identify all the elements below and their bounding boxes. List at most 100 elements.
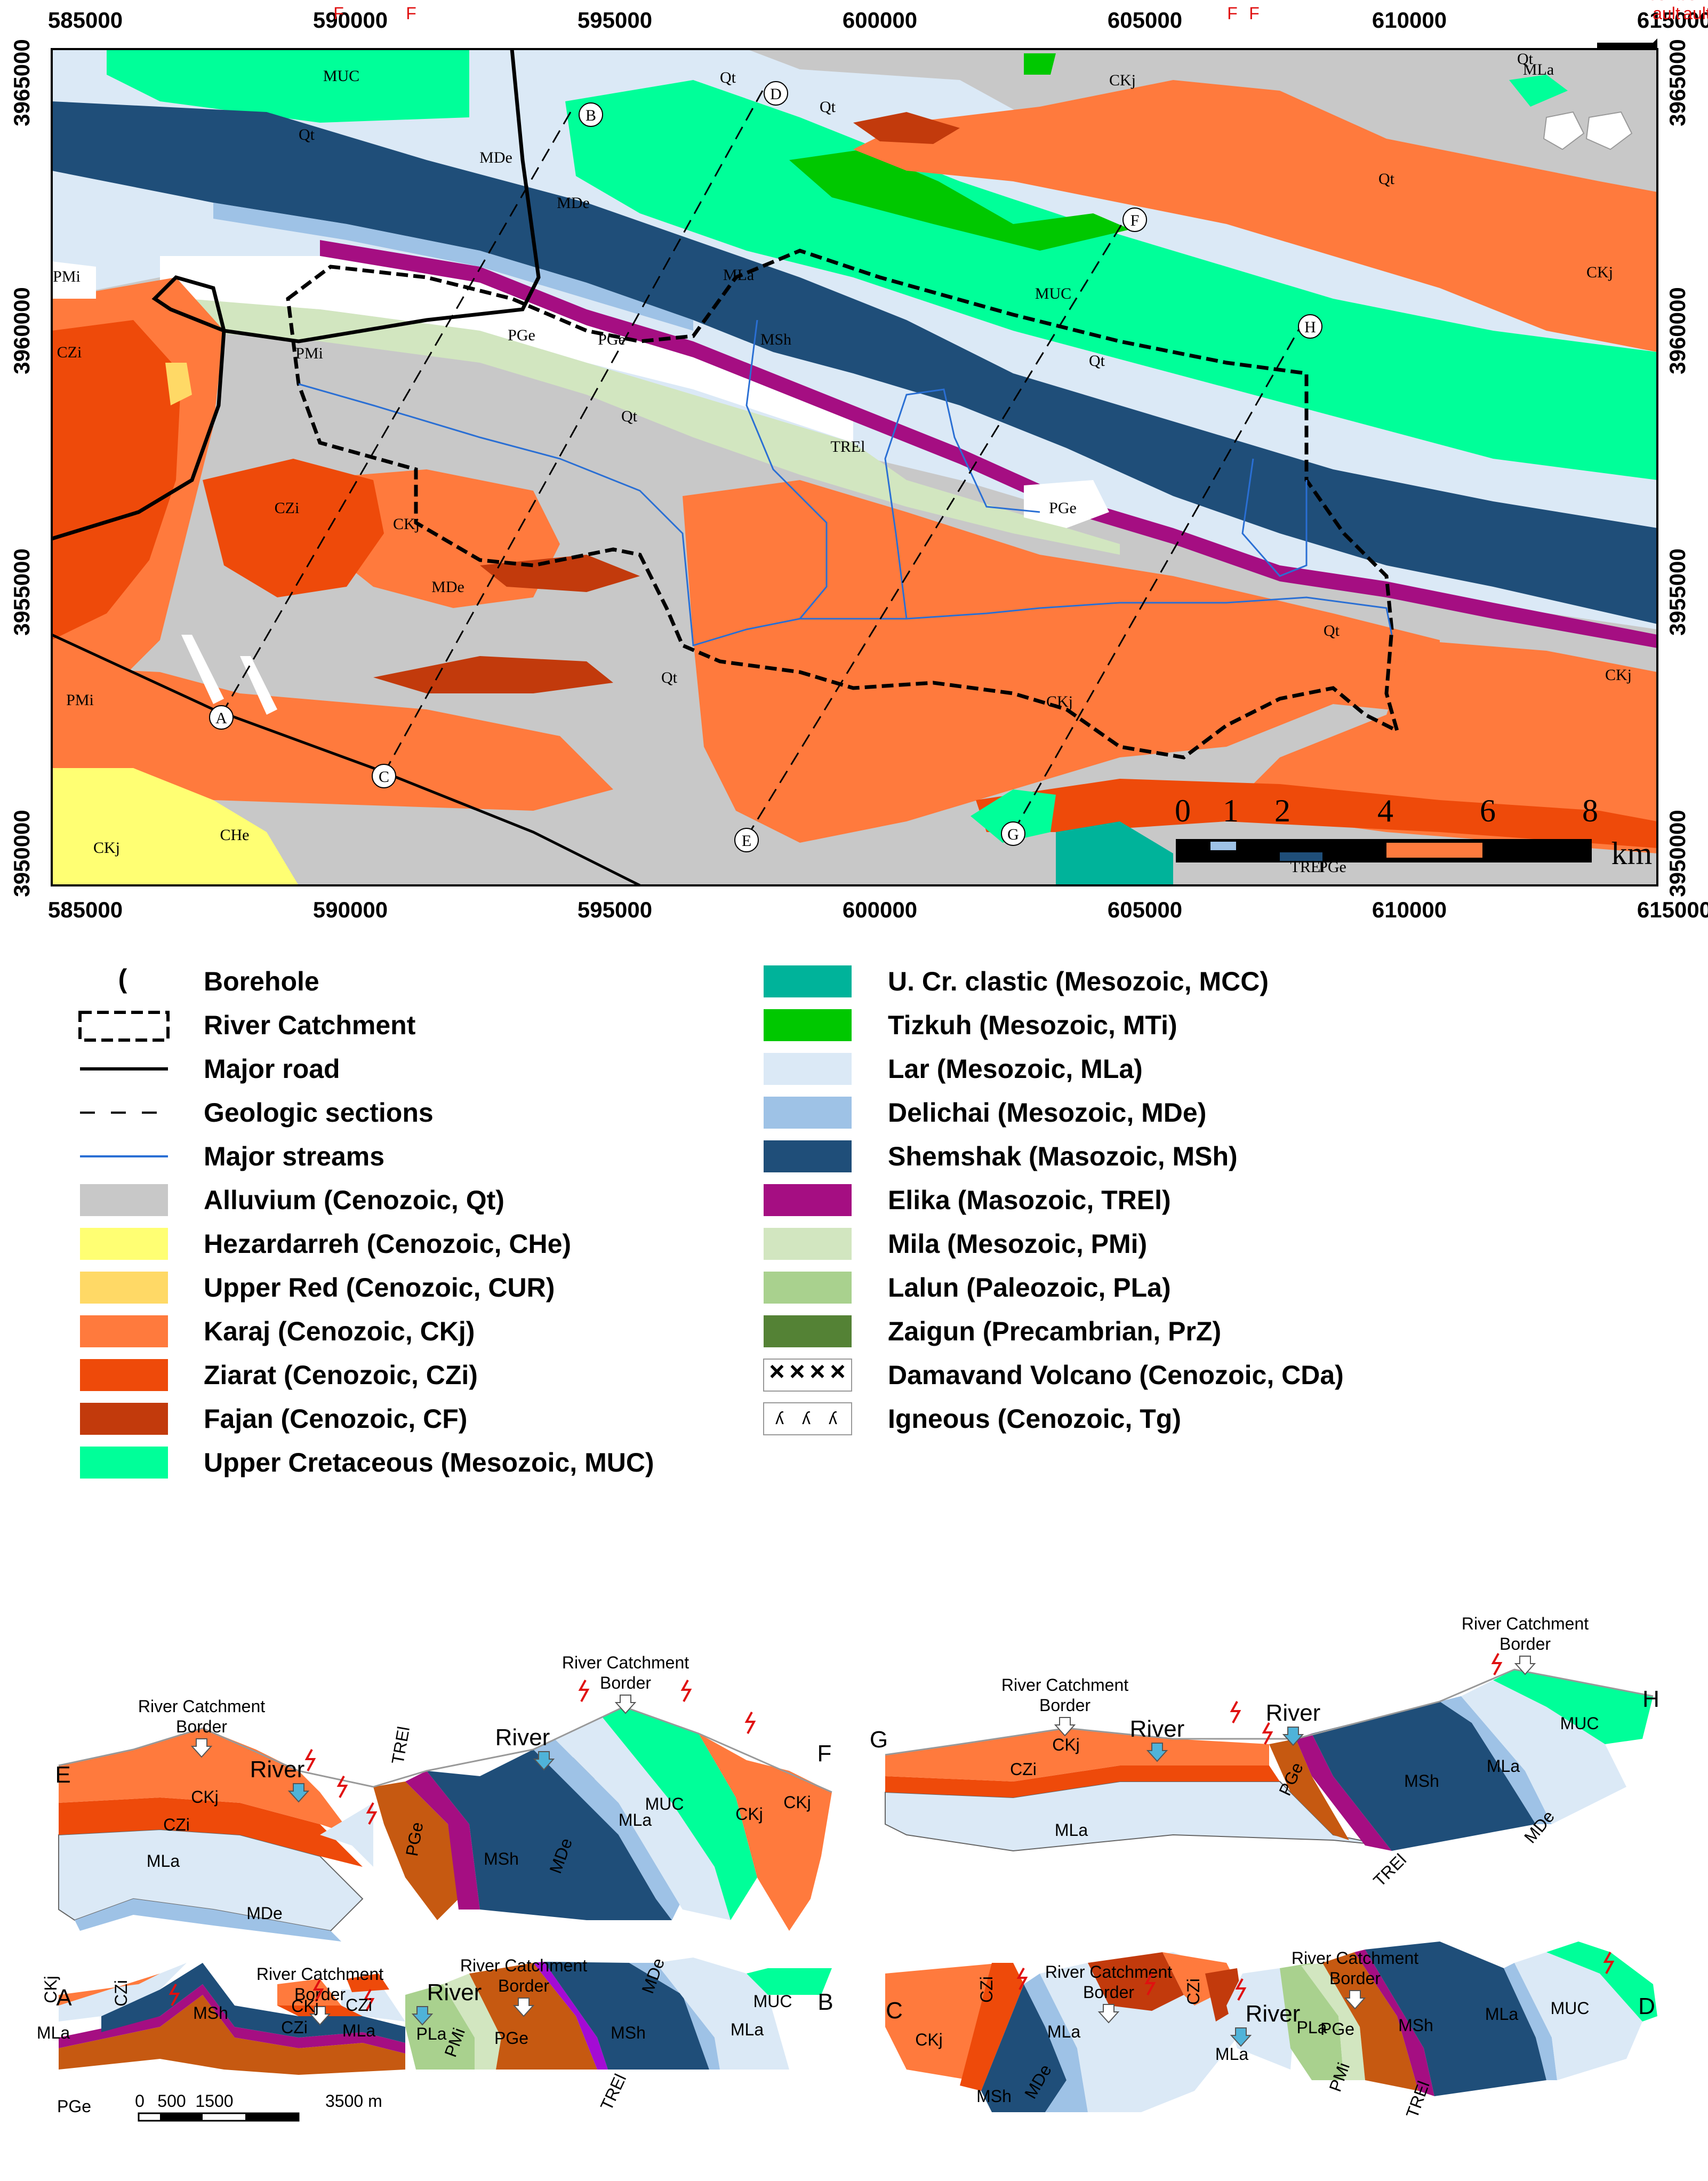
y-tick-label-right: 3955000: [1665, 548, 1690, 636]
ziarat-unit: [203, 459, 384, 597]
section-unit-label: CZi: [281, 2018, 308, 2037]
mosha-fault-label: MoshaFault: [1225, 0, 1708, 23]
catchment-symbol: [78, 1011, 170, 1042]
section-unit-pmi: [443, 1974, 501, 2070]
map-unit-label: PGe: [1049, 499, 1077, 517]
upper-cretaceous-unit: [107, 49, 469, 123]
section-end-label: B: [817, 1989, 833, 2015]
section-scale-label: 500: [157, 2091, 186, 2111]
section-unit-trel: [1296, 1733, 1392, 1851]
mosha-fault-label: MoshaFault: [332, 0, 1708, 23]
legend-swatch: [80, 1447, 168, 1479]
fault-icon: [1235, 1978, 1247, 2001]
section-unit-pla: [1280, 1963, 1344, 2080]
section-unit-label: CZi: [1184, 1978, 1203, 2005]
section-unit-label: CKj: [735, 1804, 763, 1824]
legend-item: Major road: [80, 1054, 340, 1084]
section-point-marker: [372, 764, 396, 788]
section-unit-pge: [59, 1995, 405, 2075]
legend-label: Upper Cretaceous (Mesozoic, MUC): [204, 1448, 654, 1477]
fajan-unit: [373, 656, 613, 693]
river-label: River: [1246, 2001, 1301, 2027]
scale-bar-label: 1: [1223, 793, 1239, 828]
catchment-border-label: River Catchment Border: [1001, 1675, 1128, 1715]
section-unit-label: MLa: [619, 1810, 652, 1830]
map-unit-label: MLa: [1523, 61, 1554, 78]
y-tick-label-right: 3960000: [1665, 287, 1690, 374]
section-unit-pge: [469, 1963, 597, 2070]
section-unit-label: MSh: [1404, 1771, 1439, 1791]
section-unit-mla: [341, 1990, 405, 2022]
map-unit-label: Qt: [820, 98, 836, 116]
section-ab-scale-bar: [138, 2112, 300, 2122]
legend-swatch: [764, 1272, 852, 1304]
section-line-gh: [1012, 325, 1302, 833]
section-end-label: D: [1638, 1993, 1655, 2019]
section-unit-label: MDe: [246, 1904, 283, 1923]
tizkuh-unit: [1024, 53, 1056, 75]
legend-item: (Borehole: [118, 964, 319, 996]
section-point-label: G: [1007, 826, 1019, 843]
arrow-down-icon: [533, 1751, 555, 1771]
section-unit-label: TREl: [1369, 1850, 1410, 1890]
fault-icon: [1262, 1722, 1273, 1745]
fault-icon: [336, 1776, 348, 1798]
section-line-cd: [383, 90, 764, 774]
map-unit-label: PMi: [295, 345, 323, 362]
river-catchment-boundary: [286, 249, 1400, 760]
section-line-ab: [220, 111, 572, 715]
igneous-mark-icon: ʎ: [829, 1409, 837, 1428]
catchment-border-label: River Catchment Border: [1292, 1948, 1418, 1988]
section-unit-label: MSh: [1398, 2016, 1433, 2035]
section-unit-msh: [1312, 1701, 1536, 1851]
catchment-border-label: River Catchment Border: [138, 1697, 265, 1736]
map-unit-label: Qt: [1378, 170, 1395, 188]
legend-label: Igneous (Cenozoic, Tg): [888, 1404, 1181, 1434]
legend-item: Zaigun (Precambrian, PrZ): [764, 1315, 1221, 1347]
section-unit-label: CZi: [977, 1976, 996, 2003]
legend-label: Lalun (Paleozoic, PLa): [888, 1273, 1171, 1303]
section-unit-ckj: [699, 1733, 832, 1931]
section-unit-label: MSh: [193, 2003, 228, 2023]
map-unit-label: Qt: [661, 669, 678, 686]
volcano-cross-icon: ×: [809, 1356, 825, 1386]
section-unit-label: PLa: [416, 2024, 447, 2043]
catchment-border-label: River Catchment Border: [460, 1956, 587, 1995]
arrow-down-icon: [1282, 1727, 1304, 1746]
legend-item: Elika (Masozoic, TREl): [764, 1184, 1171, 1216]
scale-bar-label: 8: [1582, 793, 1598, 828]
section-unit-ckj: [59, 1974, 160, 2006]
x-tick-label-bottom: 610000: [1372, 897, 1447, 922]
section-unit-mla: [1226, 1968, 1296, 2070]
section-unit-trel: [1354, 1950, 1434, 2096]
section-unit-mde: [1440, 1696, 1552, 1824]
legend-label: Delichai (Mesozoic, MDe): [888, 1098, 1206, 1128]
x-tick-label-top: 595000: [578, 7, 652, 33]
section-unit-mde: [75, 1899, 341, 1942]
legend-item: Upper Red (Cenozoic, CUR): [80, 1272, 555, 1304]
section-point-label: C: [379, 768, 389, 786]
section-unit-label: CZi: [1010, 1760, 1037, 1779]
map-unit-label: CZi: [57, 343, 82, 361]
fault-icon: [680, 1680, 692, 1702]
section-unit-pla: [405, 1984, 475, 2070]
legend-item: × × × × Damavand Volcano (Cenozoic, CDa): [763, 1356, 1344, 1392]
arrow-down-icon: [1230, 2027, 1252, 2047]
igneous-mark-icon: ʎ: [802, 1409, 811, 1428]
legend-label: Damavand Volcano (Cenozoic, CDa): [888, 1360, 1344, 1390]
map-unit-label: PGe: [598, 331, 626, 348]
fajan-unit: [853, 112, 960, 144]
section-point-label: A: [215, 709, 227, 727]
section-unit-label: MUC: [1551, 1999, 1590, 2018]
x-tick-label-bottom: 600000: [843, 897, 917, 922]
map-unit-label: Qt: [299, 126, 315, 143]
section-unit-pmi: [1301, 1963, 1365, 2080]
scale-bar-label: 4: [1377, 793, 1393, 828]
arrow-down-icon: [190, 1738, 213, 1758]
catchment-border-label: River Catchment Border: [1462, 1614, 1589, 1653]
legend-label: U. Cr. clastic (Mesozoic, MCC): [888, 966, 1269, 996]
x-tick-label-bottom: 590000: [313, 897, 388, 922]
section-unit-ckj: [59, 1728, 352, 1835]
section-unit-label: MUC: [645, 1794, 684, 1813]
